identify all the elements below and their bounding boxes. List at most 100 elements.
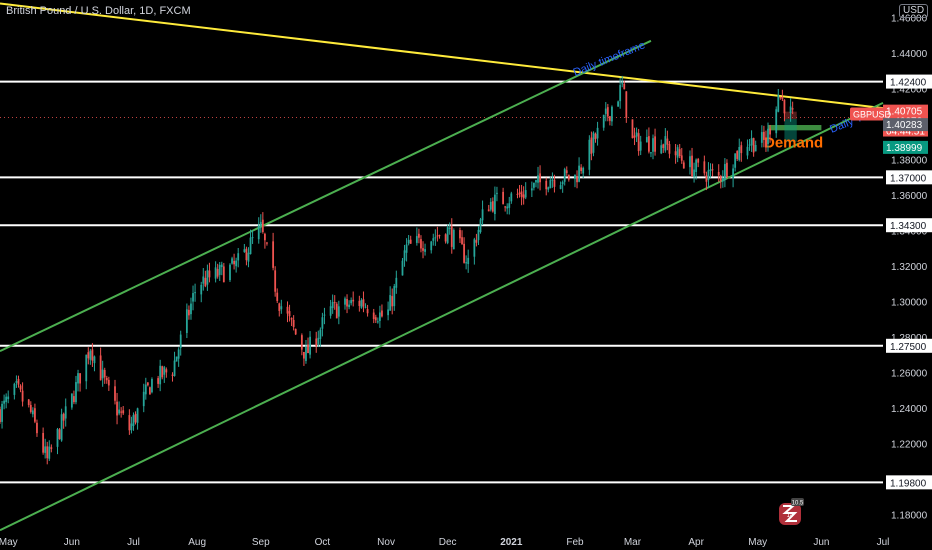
candle-body: [305, 346, 307, 361]
candle-body: [346, 299, 348, 307]
candle-body: [261, 219, 264, 233]
trendlines: [0, 2, 884, 532]
candle-body: [467, 257, 470, 265]
candle-body: [366, 309, 369, 314]
y-tick-label: 1.18000: [891, 510, 928, 521]
candle-body: [403, 250, 406, 261]
y-tick-label: 1.22000: [891, 439, 928, 450]
candle-body: [381, 310, 383, 317]
candle-body: [592, 132, 595, 153]
candle-body: [680, 155, 683, 161]
candle-body: [633, 135, 636, 138]
resistance-trendline: [0, 2, 884, 110]
price-label: 1.40705: [886, 107, 923, 118]
currency-selector[interactable]: USD: [899, 4, 929, 18]
x-tick-label: Oct: [315, 537, 331, 548]
candle-body: [436, 235, 439, 237]
candle-body: [163, 367, 166, 375]
candle-body: [524, 190, 527, 198]
candle-body: [0, 409, 1, 423]
candle-body: [300, 335, 303, 350]
candle-body: [73, 396, 75, 403]
candle-body: [157, 378, 160, 384]
candle-body: [31, 410, 34, 415]
y-tick-label: 1.26000: [891, 368, 928, 379]
time-axis[interactable]: May Jun Jul Aug Sep Oct Nov Dec 2021 Feb Mar Apr May…: [0, 537, 889, 548]
candle-body: [736, 151, 739, 159]
candle-body: [518, 192, 521, 194]
candle-body: [142, 391, 145, 407]
candle-body: [175, 356, 178, 362]
demand-label: Demand: [764, 134, 823, 151]
candle-body: [422, 248, 424, 251]
x-tick-label: Sep: [252, 537, 270, 548]
candle-body: [190, 303, 192, 315]
candle-body: [372, 312, 375, 320]
candle-body: [537, 175, 539, 183]
candle-body: [307, 344, 309, 354]
candle-body: [348, 304, 350, 308]
candle-body: [194, 292, 196, 294]
candle-body: [654, 136, 656, 152]
x-tick-label: Mar: [624, 537, 642, 548]
candle-body: [5, 396, 8, 403]
horizontal-levels: [0, 80, 883, 484]
candle-body: [588, 139, 591, 170]
candle-body: [235, 260, 238, 267]
level-price-box: [886, 170, 932, 185]
badge-bottom-text: 14: [787, 513, 794, 519]
candle-body: [578, 165, 580, 182]
candle-body: [723, 164, 726, 181]
candle-body: [719, 176, 722, 181]
x-tick-label: May: [0, 537, 18, 548]
candle-body: [676, 147, 679, 158]
candle-body: [717, 172, 720, 176]
candle-body: [401, 260, 404, 276]
candle-body: [746, 146, 749, 156]
candle-body: [276, 292, 279, 302]
candle-body: [473, 239, 476, 257]
candle-body: [621, 83, 624, 85]
candle-body: [510, 193, 513, 202]
candle-body: [36, 422, 38, 434]
y-tick-label: 1.38000: [891, 156, 928, 167]
candle-body: [502, 191, 505, 205]
candle-body: [738, 147, 741, 161]
candle-body: [130, 423, 133, 431]
candle-body: [424, 249, 426, 252]
candle-body: [506, 206, 509, 209]
candle-body: [220, 264, 223, 268]
candle-body: [15, 381, 18, 383]
candle-body: [350, 300, 353, 304]
position-target-box: [784, 119, 797, 142]
candle-body: [58, 429, 61, 440]
x-tick-label: Nov: [377, 537, 395, 548]
candle-body: [280, 306, 283, 310]
candle-body: [62, 413, 65, 421]
channel-lower-trendline: [0, 101, 884, 532]
y-tick-label: 1.24000: [891, 404, 928, 415]
trader-badge: 10.5 14: [779, 498, 804, 525]
candle-body: [134, 413, 137, 423]
price-labels: 1.42400 1.37000 1.34300 1.27500 1.19800 1.407…: [850, 74, 932, 490]
price-label-box: [883, 104, 928, 118]
candle-body: [567, 174, 570, 180]
level-price-box: [886, 475, 932, 490]
candle-body: [216, 269, 219, 277]
candle-body: [666, 138, 669, 145]
candle-body: [329, 306, 332, 316]
candle-body: [760, 132, 763, 143]
candle-body: [29, 404, 32, 412]
candle-body: [288, 311, 291, 317]
candle-body: [415, 236, 418, 243]
candle-body: [551, 179, 554, 181]
price-axis[interactable]: 1.180001.200001.220001.240001.260001.280…: [891, 14, 928, 522]
candle-body: [393, 286, 396, 307]
candle-body: [50, 447, 53, 449]
candle-body: [734, 153, 737, 168]
candle-body: [645, 137, 648, 143]
symbol-tag: GBPUSD: [853, 110, 892, 120]
candle-body: [146, 382, 149, 386]
candle-body: [120, 411, 123, 413]
